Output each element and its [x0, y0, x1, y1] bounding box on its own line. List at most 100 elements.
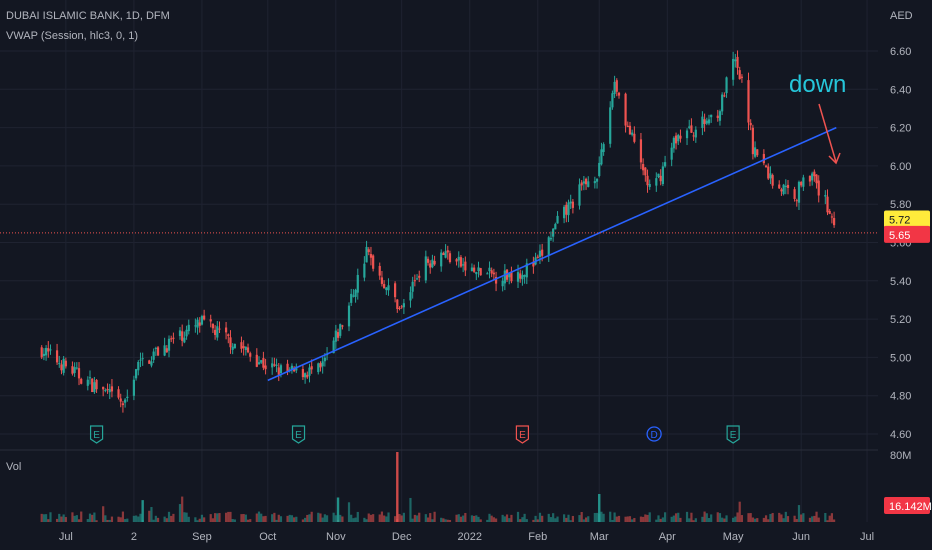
- volume-bar: [86, 519, 89, 522]
- candle-body: [104, 390, 107, 392]
- time-tick-label: Jul: [59, 531, 73, 543]
- candle-body: [306, 374, 309, 378]
- vwap-badge: 5.72: [889, 215, 910, 227]
- candle-body: [639, 139, 643, 163]
- volume-bar: [165, 518, 168, 522]
- candle-body: [218, 328, 221, 330]
- price-tick-label: 5.20: [890, 314, 911, 326]
- volume-bar: [102, 506, 105, 522]
- candle-body: [334, 330, 337, 342]
- candle-body: [516, 272, 520, 282]
- price-tick-label: 6.00: [890, 161, 911, 173]
- candle-body: [49, 349, 52, 351]
- candle-body: [613, 81, 616, 94]
- time-tick-label: 2: [131, 531, 137, 543]
- candle-body: [110, 386, 114, 392]
- time-tick-label: 2022: [457, 531, 481, 543]
- volume-bar: [126, 518, 129, 522]
- candle-body: [670, 147, 673, 160]
- volume-bar: [694, 518, 697, 522]
- candle-body: [106, 388, 109, 391]
- candle-body: [802, 177, 805, 187]
- candle-body: [582, 181, 585, 184]
- volume-bar: [442, 518, 445, 522]
- candle-body: [88, 377, 92, 379]
- volume-bar: [398, 513, 401, 522]
- candle-body: [501, 280, 504, 287]
- volume-bar: [271, 514, 274, 522]
- volume-bar: [273, 512, 276, 522]
- candle-body: [323, 357, 326, 362]
- volume-bar: [139, 513, 142, 522]
- volume-bar: [459, 516, 463, 522]
- volume-bar: [828, 515, 831, 522]
- price-tick-label: 5.80: [890, 199, 911, 211]
- candle-body: [216, 326, 219, 338]
- volume-bar: [464, 512, 467, 522]
- candle-body: [784, 185, 787, 187]
- volume-bar: [488, 513, 491, 522]
- candle-body: [154, 347, 157, 349]
- candle-body: [470, 267, 474, 272]
- volume-bar: [431, 519, 434, 522]
- candle-body: [631, 132, 634, 135]
- candle-body: [655, 178, 658, 186]
- candle-body: [290, 365, 294, 370]
- volume-bar: [475, 515, 478, 522]
- time-tick-label: Jul: [860, 531, 874, 543]
- volume-bar: [663, 512, 667, 522]
- candle-body: [725, 77, 728, 94]
- candle-body: [415, 278, 419, 280]
- volume-bar: [295, 516, 298, 522]
- candle-body: [148, 360, 151, 364]
- candle-body: [771, 175, 774, 186]
- candle-body: [413, 280, 416, 282]
- volume-bar: [567, 514, 570, 522]
- volume-bar: [554, 518, 557, 522]
- volume-bar: [244, 514, 247, 522]
- volume-bar: [227, 511, 230, 522]
- candle-body: [567, 202, 570, 216]
- candle-body: [615, 80, 618, 92]
- volume-bar: [394, 516, 397, 522]
- candle-body: [764, 165, 768, 168]
- candle-body: [134, 369, 138, 379]
- volume-bar: [402, 512, 405, 522]
- volume-bar: [350, 514, 353, 522]
- volume-bar: [214, 513, 217, 522]
- volume-bar: [73, 515, 76, 522]
- volume-bar: [152, 519, 155, 522]
- volume-bar: [433, 511, 436, 522]
- annotation[interactable]: down: [789, 71, 846, 165]
- volume-bar: [444, 519, 447, 522]
- volume-bar: [532, 519, 535, 522]
- volume-bar: [494, 518, 498, 522]
- volume-bar: [751, 517, 754, 522]
- volume-bar: [279, 516, 283, 522]
- candle-body: [95, 379, 98, 390]
- candle-body: [571, 201, 574, 208]
- candle-body: [767, 166, 770, 179]
- volume-bar: [833, 519, 836, 522]
- vwap-badge-bg: [884, 210, 930, 228]
- candle-body: [71, 366, 74, 374]
- volume-bar: [795, 519, 798, 522]
- candle-body: [523, 274, 526, 277]
- volume-bar: [679, 517, 682, 522]
- trend-line[interactable]: [267, 126, 837, 382]
- candle-body: [409, 292, 412, 301]
- candle-body: [339, 324, 342, 336]
- event-marker-label: E: [519, 430, 526, 441]
- candle-body: [541, 249, 544, 256]
- candle-body: [242, 346, 245, 349]
- price-unit-label: AED: [890, 10, 913, 22]
- candle-body: [751, 127, 754, 155]
- candle-body: [685, 130, 689, 139]
- volume-bar: [565, 517, 568, 522]
- candle-body: [411, 281, 414, 292]
- last-volume-badge-bg: [884, 497, 930, 514]
- volume-bar: [293, 517, 296, 522]
- volume-bar: [600, 511, 603, 522]
- volume-bar: [240, 514, 243, 522]
